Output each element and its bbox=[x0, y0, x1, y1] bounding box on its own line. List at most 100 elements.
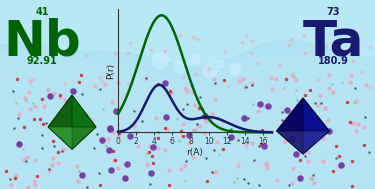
Polygon shape bbox=[277, 98, 329, 154]
Point bbox=[16, 142, 22, 145]
Point bbox=[129, 134, 135, 137]
Point bbox=[262, 162, 268, 165]
Point bbox=[16, 142, 22, 145]
Point bbox=[211, 149, 217, 152]
Point bbox=[231, 181, 237, 184]
Point bbox=[21, 159, 27, 162]
Point bbox=[98, 76, 104, 79]
Point bbox=[245, 181, 251, 184]
Point bbox=[235, 164, 241, 167]
Point bbox=[45, 88, 51, 91]
Point bbox=[147, 182, 153, 185]
Text: Ta: Ta bbox=[302, 17, 364, 65]
Point bbox=[27, 80, 33, 83]
Point bbox=[13, 101, 19, 104]
Point bbox=[352, 100, 358, 103]
Point bbox=[194, 38, 200, 41]
Point bbox=[54, 161, 60, 164]
Point bbox=[124, 52, 130, 55]
Point bbox=[131, 125, 137, 128]
Point bbox=[190, 91, 196, 94]
Polygon shape bbox=[277, 98, 303, 131]
Point bbox=[99, 139, 105, 142]
Point bbox=[26, 90, 32, 93]
Point bbox=[150, 146, 156, 149]
Point bbox=[97, 184, 103, 187]
Point bbox=[31, 118, 37, 121]
Point bbox=[116, 81, 122, 84]
Point bbox=[333, 156, 339, 159]
Point bbox=[103, 145, 109, 148]
Point bbox=[257, 103, 263, 106]
Point bbox=[155, 146, 161, 149]
Point bbox=[251, 103, 257, 106]
Point bbox=[162, 50, 168, 53]
Point bbox=[209, 112, 215, 115]
Point bbox=[122, 177, 128, 180]
Point bbox=[57, 96, 63, 99]
Point bbox=[293, 79, 299, 82]
Point bbox=[204, 179, 210, 182]
Point bbox=[309, 132, 315, 135]
Point bbox=[146, 151, 152, 154]
Point bbox=[153, 116, 159, 119]
Circle shape bbox=[229, 63, 241, 75]
Point bbox=[62, 98, 68, 101]
Point bbox=[215, 116, 221, 119]
Point bbox=[310, 139, 316, 142]
Point bbox=[75, 179, 81, 182]
Point bbox=[222, 50, 228, 53]
Point bbox=[203, 119, 209, 122]
Point bbox=[255, 109, 261, 112]
Point bbox=[46, 168, 52, 171]
Point bbox=[32, 184, 38, 187]
Point bbox=[267, 77, 273, 80]
Point bbox=[78, 93, 84, 96]
Point bbox=[3, 170, 9, 173]
Point bbox=[294, 115, 300, 118]
Point bbox=[50, 139, 56, 142]
Point bbox=[351, 100, 357, 103]
Point bbox=[94, 132, 100, 135]
Point bbox=[22, 96, 28, 99]
Point bbox=[51, 145, 57, 148]
Point bbox=[62, 81, 68, 84]
Point bbox=[326, 130, 332, 133]
Point bbox=[116, 132, 122, 135]
Point bbox=[353, 130, 359, 133]
Point bbox=[84, 185, 90, 188]
Point bbox=[286, 125, 292, 128]
Point bbox=[306, 127, 312, 130]
Point bbox=[339, 163, 345, 166]
Point bbox=[235, 138, 241, 141]
Point bbox=[51, 92, 57, 95]
Polygon shape bbox=[48, 95, 72, 127]
Point bbox=[39, 123, 45, 126]
Point bbox=[110, 149, 116, 153]
Point bbox=[83, 54, 89, 57]
Point bbox=[182, 86, 188, 89]
Point bbox=[323, 44, 329, 47]
Point bbox=[16, 113, 22, 116]
Point bbox=[178, 168, 184, 171]
Point bbox=[199, 108, 205, 111]
Point bbox=[243, 118, 249, 121]
Point bbox=[293, 88, 299, 91]
Point bbox=[30, 102, 36, 105]
Point bbox=[300, 137, 306, 140]
Point bbox=[302, 93, 308, 96]
Point bbox=[124, 82, 130, 85]
Text: Nb: Nb bbox=[3, 17, 81, 65]
Point bbox=[190, 35, 196, 38]
Point bbox=[154, 83, 160, 86]
Point bbox=[367, 45, 373, 48]
Point bbox=[303, 107, 309, 110]
Point bbox=[78, 74, 84, 77]
Point bbox=[37, 117, 43, 120]
Point bbox=[7, 177, 13, 180]
Point bbox=[355, 123, 361, 126]
Point bbox=[273, 77, 279, 81]
Point bbox=[76, 169, 82, 172]
Point bbox=[167, 89, 173, 92]
Point bbox=[290, 166, 296, 169]
